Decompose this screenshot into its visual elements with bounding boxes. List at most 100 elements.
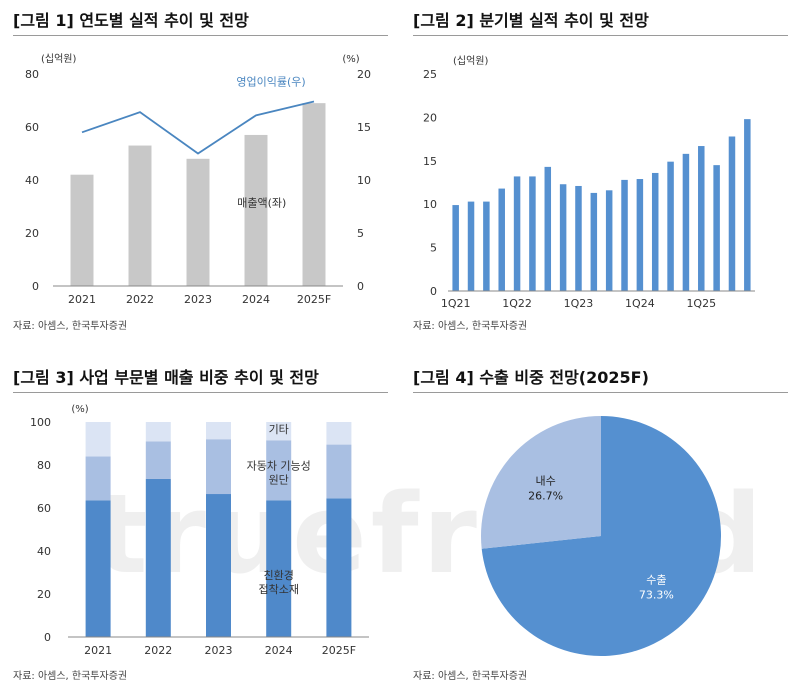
line-operating-margin: [81, 100, 315, 155]
pie-slice: [481, 416, 601, 549]
stacked-segment: [266, 500, 292, 637]
panel-quarterly-performance: [그림 2] 분기별 실적 추이 및 전망 (십억원) 0 5 10 15 20 25 1Q2…: [413, 5, 788, 335]
y2-tick-label: 15: [357, 121, 371, 134]
annual-chart: (십억원) (%) 0 20 40 60 80 0 5 10 15 20 2021 2022 2023 202…: [25, 53, 371, 306]
bar-sales: [128, 145, 152, 286]
y-tick-label: 20: [37, 588, 51, 601]
x-tick-label: 2021: [84, 644, 112, 657]
bar-quarter: [575, 185, 582, 291]
y-tick-label: 25: [423, 68, 437, 81]
x-tick-label: 2023: [205, 644, 233, 657]
x-tick-label: 1Q25: [686, 297, 716, 310]
y-tick-label: 15: [423, 155, 437, 168]
bar-quarter: [636, 179, 644, 291]
x-tick-label: 2025F: [297, 293, 331, 306]
bar-sales: [70, 174, 94, 286]
stacked-segment: [145, 422, 171, 442]
x-tick-label: 2025F: [322, 644, 356, 657]
bar-quarter: [667, 161, 674, 291]
x-tick-label: 2024: [265, 644, 293, 657]
bar-quarter: [467, 201, 475, 291]
title-rule: [413, 35, 788, 36]
y-tick-label: 0: [44, 631, 51, 644]
bar-quarter: [651, 172, 659, 291]
bar-quarter: [529, 176, 536, 291]
y-tick-label: 80: [37, 459, 51, 472]
segment-chart: (%) 0 20 40 60 80 100 2021 2022 2023 2024 2025F 친환경 접…: [30, 404, 369, 657]
bar-quarter: [559, 184, 567, 291]
x-tick-label: 2022: [144, 644, 172, 657]
segment-label-other: 기타: [269, 423, 289, 436]
bar-quarter: [698, 146, 705, 291]
y-tick-label: 60: [37, 502, 51, 515]
pie-label: 내수: [536, 474, 556, 487]
bar-quarter: [605, 190, 613, 291]
stacked-segment: [326, 444, 352, 499]
y-tick-label: 20: [25, 227, 39, 240]
x-tick-label: 2022: [126, 293, 154, 306]
y-tick-label: 40: [37, 545, 51, 558]
x-tick-label: 2023: [184, 293, 212, 306]
y-tick-label: 0: [430, 285, 437, 298]
bar-quarter: [483, 201, 490, 291]
x-tick-label: 1Q23: [564, 297, 594, 310]
x-tick-label: 2021: [68, 293, 96, 306]
panel-title: [그림 1] 연도별 실적 추이 및 전망: [13, 11, 249, 30]
y-tick-label: 40: [25, 174, 39, 187]
y-tick-label: 10: [423, 198, 437, 211]
source-note: 자료: 아셈스, 한국투자증권: [413, 321, 528, 332]
bar-sales: [302, 103, 326, 287]
source-note: 자료: 아셈스, 한국투자증권: [13, 671, 128, 682]
pie-value-label: 73.3%: [639, 589, 674, 602]
stacked-segment: [206, 422, 231, 440]
bar-quarter: [682, 153, 690, 291]
bar-quarter: [513, 176, 521, 291]
panel-export-share: [그림 4] 수출 비중 전망(2025F) 수출 73.3% 내수 26.7% 자료…: [413, 362, 788, 692]
x-tick-label: 1Q22: [502, 297, 532, 310]
stacked-segment: [206, 439, 231, 495]
series-label-margin: 영업이익률(우): [236, 75, 305, 88]
title-rule: [413, 392, 788, 393]
y2-tick-label: 10: [357, 174, 371, 187]
source-note: 자료: 아셈스, 한국투자증권: [413, 671, 528, 682]
series-label-sales: 매출액(좌): [237, 197, 286, 210]
y-unit-right: (%): [342, 54, 359, 65]
bar-quarter: [452, 205, 459, 291]
stacked-segment: [326, 422, 352, 445]
y-unit: (%): [71, 404, 88, 415]
stacked-segment: [85, 456, 111, 501]
stacked-segment: [266, 422, 292, 441]
bar-quarter: [713, 165, 720, 291]
export-pie-chart: 수출 73.3% 내수 26.7%: [481, 416, 721, 656]
bar-quarter: [621, 179, 628, 291]
bar-quarter: [728, 136, 736, 291]
y2-tick-label: 0: [357, 280, 364, 293]
x-tick-label: 1Q24: [625, 297, 655, 310]
y-tick-label: 5: [430, 242, 437, 255]
pie-value-label: 26.7%: [528, 489, 563, 502]
y-unit: (십억원): [453, 55, 489, 67]
stacked-segment: [266, 440, 292, 501]
y-tick-label: 100: [30, 416, 51, 429]
y-unit-left: (십억원): [41, 53, 77, 65]
panel-annual-performance: [그림 1] 연도별 실적 추이 및 전망 (십억원) (%) 0 20 40 60 80 0…: [13, 5, 388, 335]
panel-title: [그림 4] 수출 비중 전망(2025F): [413, 368, 649, 387]
y2-tick-label: 20: [357, 68, 371, 81]
bar-quarter: [744, 119, 751, 291]
x-tick-label: 2024: [242, 293, 270, 306]
segment-label-auto-fabric: 자동차 기능성 원단: [247, 459, 311, 486]
bar-quarter: [590, 192, 598, 291]
pie-slice: [481, 416, 721, 656]
segment-label-adhesive: 친환경 접착소재: [258, 569, 298, 596]
bar-sales: [186, 158, 210, 286]
pie-label: 수출: [646, 574, 666, 587]
y-tick-label: 80: [25, 68, 39, 81]
bar-quarter: [544, 166, 552, 291]
title-rule: [13, 392, 388, 393]
x-tick-label: 1Q21: [441, 297, 471, 310]
stacked-segment: [145, 478, 171, 637]
y-tick-label: 20: [423, 111, 437, 124]
y2-tick-label: 5: [357, 227, 364, 240]
panel-title: [그림 3] 사업 부문별 매출 비중 추이 및 전망: [13, 368, 319, 387]
stacked-segment: [326, 498, 352, 637]
